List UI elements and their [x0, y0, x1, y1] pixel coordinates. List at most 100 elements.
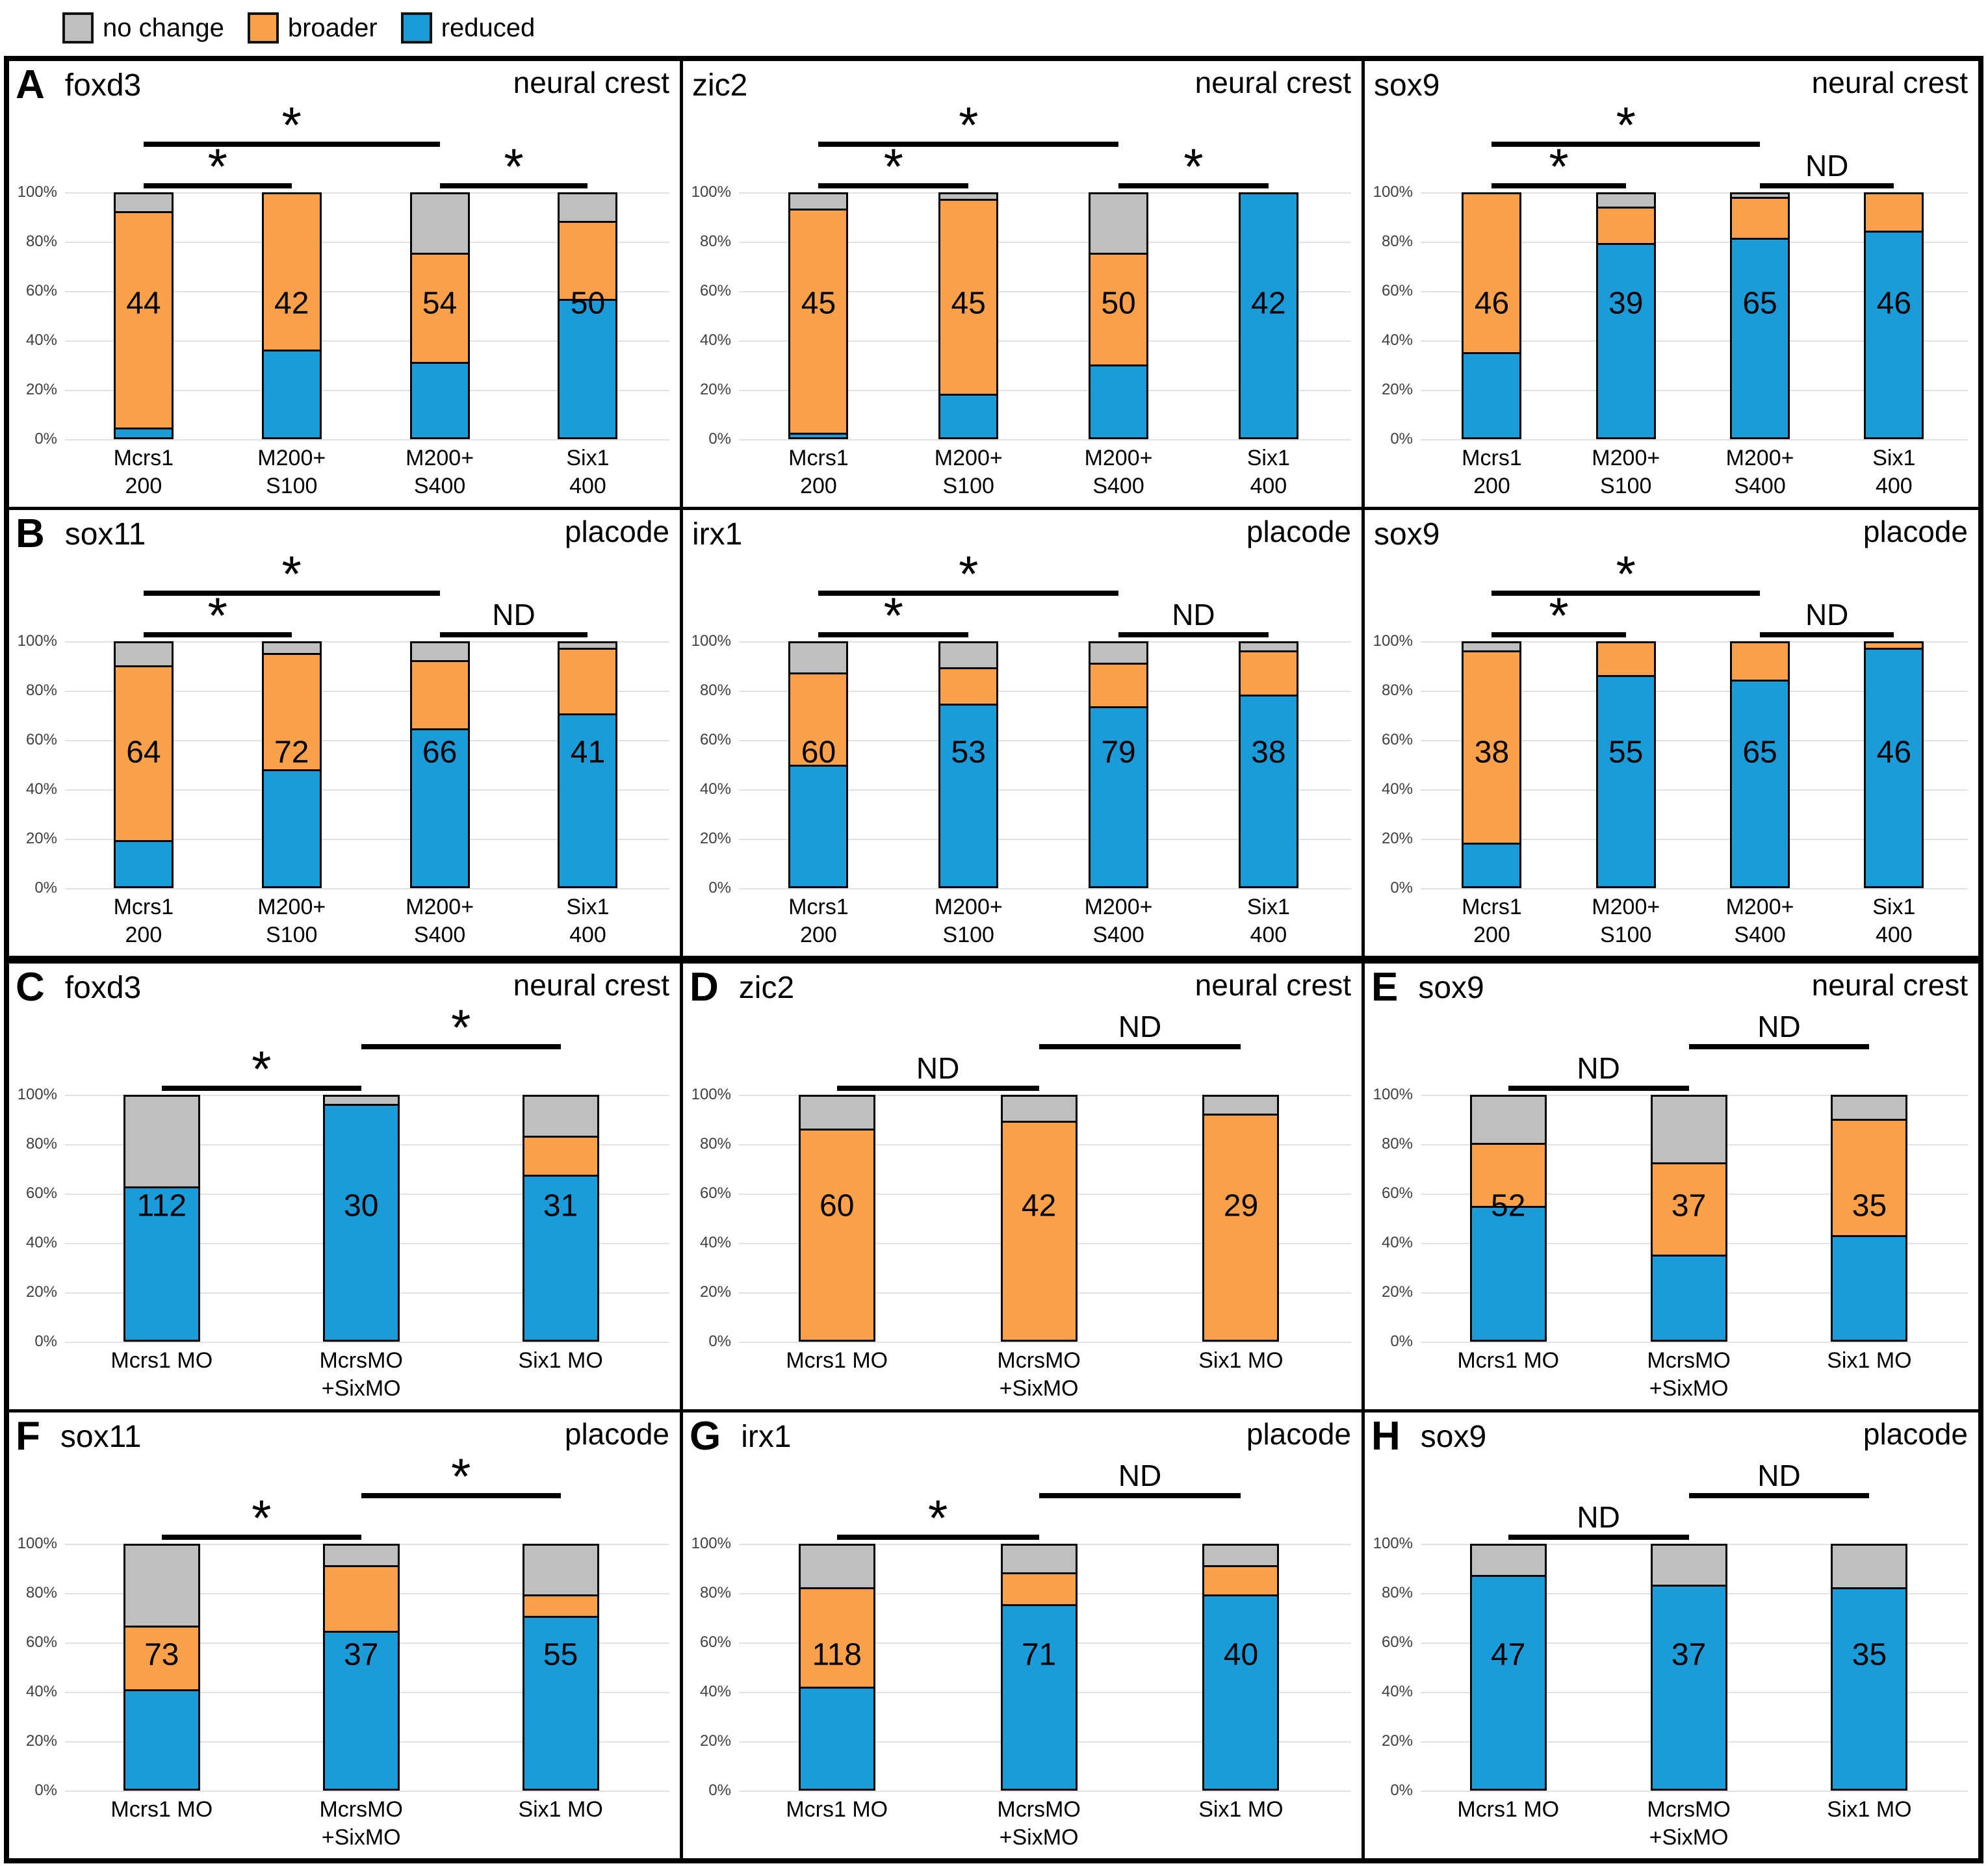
bar-segment-reduced: [1833, 1235, 1906, 1340]
plot-area: 52 37 35: [1421, 1095, 1968, 1343]
significance-layer: ND *: [739, 1461, 1351, 1544]
bar-segment-reduced: [1240, 194, 1297, 437]
significance-bracket: *: [818, 99, 1119, 150]
sample-count-label: 52: [1491, 1188, 1526, 1223]
bracket-line: [1760, 183, 1894, 188]
bar-segment-broader: [1866, 643, 1922, 648]
significance-bracket: ND: [1688, 1461, 1870, 1498]
x-category-label: Six1 MO: [1198, 1348, 1284, 1373]
y-tick-label: 100%: [691, 1086, 731, 1103]
y-tick-label: 40%: [25, 1683, 57, 1700]
y-tick-label: 40%: [1381, 780, 1413, 798]
y-tick-label: 0%: [34, 430, 57, 448]
gridline: [739, 291, 1351, 292]
plot-area: 73 37 55: [65, 1544, 669, 1792]
x-category-label: Six1 MO: [518, 1797, 603, 1822]
y-tick-label: 100%: [691, 1535, 731, 1552]
bracket-line: [361, 1044, 561, 1049]
stacked-bar: 50: [1089, 192, 1149, 439]
y-tick-label: 0%: [34, 879, 57, 897]
significance-label: ND: [1118, 1459, 1162, 1492]
sample-count-label: 53: [951, 735, 986, 770]
y-tick-label: 0%: [708, 879, 731, 897]
bar-segment-no_change: [560, 194, 616, 222]
bar-segment-no_change: [1091, 194, 1147, 253]
bar-segment-broader: [1204, 1114, 1278, 1340]
significance-bracket: *: [161, 1043, 361, 1094]
significance-label: ND: [1805, 598, 1849, 632]
sample-count-label: 42: [1021, 1188, 1057, 1223]
x-category-label: Mcrs1 MO: [1457, 1797, 1560, 1822]
x-axis-labels: Mcrs1 MO McrsMO +SixMO Six1 MO: [65, 1791, 669, 1853]
plot-area: 46 39 65 46: [1421, 192, 1968, 441]
x-category-label: Mcrs1 MO: [786, 1797, 888, 1822]
stacked-bar: 45: [938, 192, 999, 439]
significance-bracket: ND: [1760, 600, 1894, 637]
bracket-line: [143, 591, 440, 596]
sample-count-label: 71: [1021, 1637, 1057, 1672]
bar-segment-broader: [800, 1128, 873, 1340]
region-label: placode: [564, 515, 669, 548]
significance-bracket: ND: [439, 600, 588, 637]
sample-count-label: 60: [801, 735, 836, 770]
gridline: [65, 242, 669, 243]
x-category-label: Mcrs1 MO: [786, 1348, 888, 1373]
bar-segment-reduced: [800, 1686, 873, 1789]
y-tick-label: 20%: [25, 1732, 57, 1750]
bar-segment-reduced: [411, 362, 468, 437]
bar-segment-no_change: [800, 1097, 873, 1129]
x-category-label: McrsMO +SixMO: [1647, 1797, 1731, 1850]
panel-header: sox9 neural crest: [1371, 65, 1968, 109]
bar-segment-broader: [940, 667, 997, 704]
y-tick-label: 60%: [1381, 1184, 1413, 1202]
stacked-bar: 52: [1469, 1095, 1547, 1342]
bracket-line: [1760, 632, 1894, 637]
x-category-label: Mcrs1 200: [113, 895, 174, 947]
bar-segment-no_change: [524, 1097, 597, 1136]
y-axis: 100% 80% 60% 40% 20% 0%: [690, 183, 739, 448]
x-category-label: Six1 400: [566, 895, 610, 947]
bar-segment-reduced: [1464, 842, 1520, 886]
y-tick-label: 60%: [699, 731, 731, 748]
y-tick-label: 40%: [699, 331, 731, 349]
y-tick-label: 40%: [1381, 331, 1413, 349]
x-axis-labels: Mcrs1 MO McrsMO +SixMO Six1 MO: [739, 1791, 1351, 1853]
bar-segment-no_change: [1464, 643, 1520, 651]
significance-layer: * * ND: [1421, 99, 1968, 192]
sample-count-label: 50: [1101, 286, 1136, 321]
y-tick-label: 100%: [17, 1535, 57, 1552]
gridline: [65, 1342, 669, 1343]
significance-label: *: [959, 545, 979, 602]
bar-segment-no_change: [125, 1097, 198, 1187]
x-category-label: Mcrs1 200: [788, 895, 849, 947]
stacked-bar: 65: [1730, 641, 1790, 888]
significance-bracket: *: [143, 590, 292, 641]
bracket-line: [143, 632, 292, 637]
bracket-line: [818, 183, 969, 188]
bar-segment-no_change: [940, 194, 997, 199]
bracket-line: [818, 632, 969, 637]
y-tick-label: 60%: [699, 1184, 731, 1202]
bar-segment-reduced: [790, 432, 847, 437]
y-tick-label: 40%: [25, 331, 57, 349]
sample-count-label: 118: [812, 1637, 862, 1672]
gridline: [65, 789, 669, 791]
y-tick-label: 100%: [17, 183, 57, 201]
significance-layer: * * *: [65, 99, 669, 192]
bar-segment-reduced: [1833, 1587, 1906, 1789]
plot-area: 45 45 50 42: [739, 192, 1351, 441]
gene-title: sox9: [1420, 1420, 1487, 1454]
significance-label: ND: [1118, 1010, 1162, 1043]
bar-segment-reduced: [1471, 1206, 1545, 1340]
y-tick-label: 100%: [691, 632, 731, 650]
bar-segment-reduced: [1002, 1604, 1076, 1789]
stacked-bar: 45: [788, 192, 849, 439]
panel-zic2-neural-crest: zic2 neural crest * * * 100% 80% 60% 40% 20% 0% 45 4…: [683, 61, 1362, 507]
significance-layer: ND ND: [1421, 1012, 1968, 1095]
bracket-line: [1688, 1493, 1870, 1498]
y-tick-label: 40%: [25, 1234, 57, 1251]
